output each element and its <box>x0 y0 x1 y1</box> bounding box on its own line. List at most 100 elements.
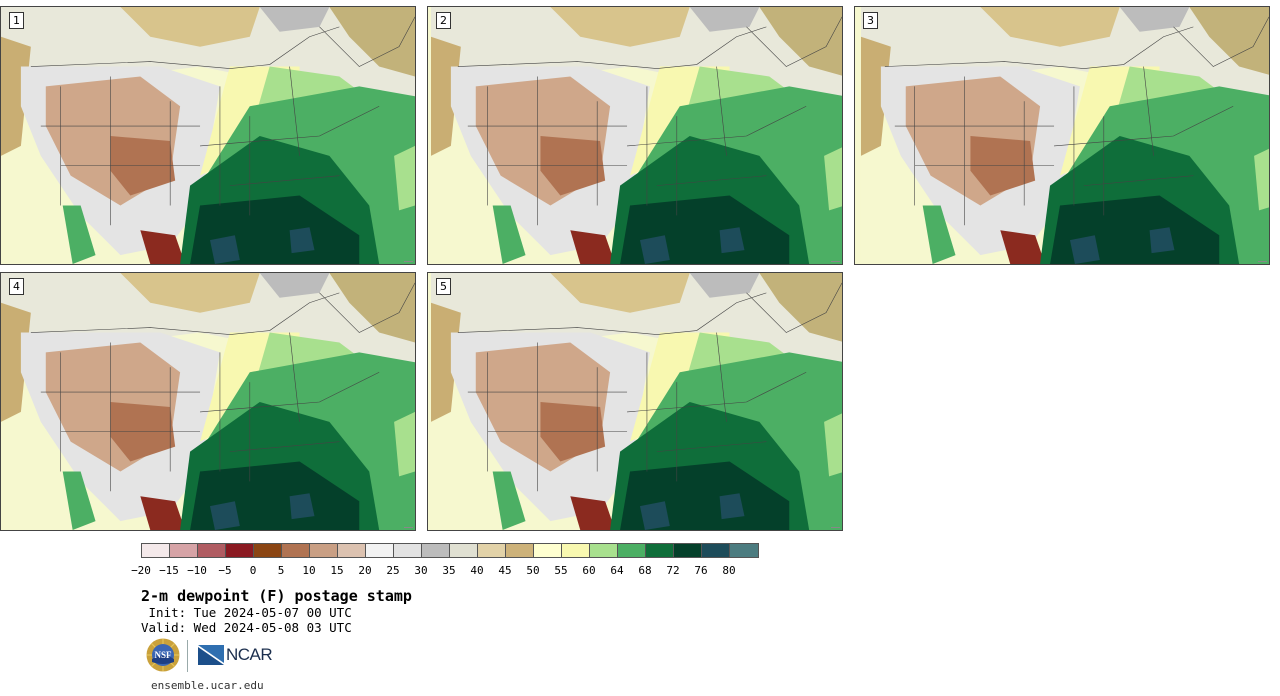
colorbar-tick-label: 35 <box>442 564 456 577</box>
dewpoint-region <box>570 496 616 530</box>
colorbar-swatch <box>422 544 450 557</box>
colorbar-swatch <box>226 544 254 557</box>
dewpoint-region <box>759 7 842 76</box>
boundary-line <box>884 26 1194 69</box>
dewpoint-region <box>289 227 315 254</box>
boundary-line <box>200 371 380 413</box>
colorbar-tick-label: −5 <box>218 564 232 577</box>
colorbar-tick-label: 40 <box>470 564 484 577</box>
colorbar-swatch <box>618 544 646 557</box>
scale-mark <box>831 527 840 528</box>
dewpoint-region <box>394 145 415 211</box>
dewpoint-map <box>430 273 842 530</box>
dewpoint-region <box>550 7 690 47</box>
dewpoint-region <box>140 230 186 264</box>
dewpoint-region <box>689 273 760 298</box>
colorbar-tick-label: 30 <box>414 564 428 577</box>
dewpoint-region <box>120 273 260 313</box>
colorbar-swatch <box>142 544 170 557</box>
colorbar-tick-label: 60 <box>582 564 596 577</box>
boundary-line <box>30 26 340 69</box>
boundary-line <box>229 441 340 452</box>
dewpoint-region <box>570 230 616 264</box>
dewpoint-region <box>209 501 240 530</box>
map-panel-4: 4 <box>0 272 416 531</box>
boundary-line <box>457 26 767 69</box>
dewpoint-region <box>980 7 1120 47</box>
colorbar-tick-label: 0 <box>249 564 257 577</box>
nsf-logo: NSF <box>146 638 180 672</box>
colorbar-swatch <box>310 544 338 557</box>
ensemble-member-label: 1 <box>9 12 24 29</box>
colorbar-tick-label: 76 <box>694 564 708 577</box>
dewpoint-region <box>209 235 240 264</box>
dewpoint-region <box>289 493 315 520</box>
boundary-line <box>30 292 340 335</box>
ncar-logo-text: NCAR <box>226 645 273 664</box>
ncar-mark-icon <box>198 645 224 665</box>
website-link[interactable]: ensemble.ucar.edu <box>151 679 264 692</box>
dewpoint-map <box>1 7 415 264</box>
dewpoint-region <box>1189 7 1269 75</box>
boundary-line <box>627 371 807 413</box>
boundary-line <box>716 66 727 156</box>
boundary-line <box>746 282 842 333</box>
dewpoint-region <box>719 227 745 254</box>
dewpoint-map <box>1 273 415 530</box>
scale-mark <box>1258 261 1267 262</box>
boundary-line <box>1054 105 1234 147</box>
dewpoint-region <box>1254 148 1269 211</box>
colorbar-tick-label: 72 <box>666 564 680 577</box>
boundary-line <box>656 441 767 452</box>
colorbar-swatch <box>198 544 226 557</box>
map-panel-5: 5 <box>427 272 843 531</box>
dewpoint-region <box>492 205 526 264</box>
colorbar-swatch <box>478 544 506 557</box>
scale-mark <box>831 261 840 262</box>
ncar-logo: NCAR <box>198 644 273 666</box>
colorbar-tick-label: −10 <box>187 564 207 577</box>
colorbar-swatch <box>534 544 562 557</box>
colorbar-swatch <box>506 544 534 557</box>
colorbar-tick-label: 15 <box>330 564 344 577</box>
dewpoint-region <box>259 7 330 32</box>
dewpoint-region <box>759 273 842 342</box>
colorbar-tick-label: −20 <box>131 564 151 577</box>
dewpoint-region <box>329 7 415 77</box>
colorbar-swatch <box>394 544 422 557</box>
dewpoint-region <box>120 7 260 47</box>
ensemble-member-label: 5 <box>436 278 451 295</box>
boundary-line <box>1143 66 1154 156</box>
dewpoint-region <box>430 155 491 264</box>
colorbar-swatch <box>366 544 394 557</box>
nsf-logo-text: NSF <box>154 650 172 660</box>
colorbar-tick-label: 20 <box>358 564 372 577</box>
dewpoint-region <box>1069 235 1100 264</box>
colorbar <box>141 543 759 558</box>
dewpoint-region <box>689 7 760 32</box>
dewpoint-region <box>1 155 61 264</box>
boundary-line <box>1083 175 1194 186</box>
dewpoint-region <box>492 471 526 530</box>
colorbar-tick-label: 5 <box>277 564 285 577</box>
dewpoint-region <box>824 147 842 211</box>
scale-mark <box>404 261 413 262</box>
dewpoint-region <box>719 493 745 520</box>
colorbar-tick-label: 55 <box>554 564 568 577</box>
boundary-line <box>716 332 727 422</box>
ensemble-member-label: 2 <box>436 12 451 29</box>
dewpoint-region <box>140 496 186 530</box>
colorbar-swatch <box>674 544 702 557</box>
boundary-line <box>289 332 300 422</box>
dewpoint-region <box>62 471 96 530</box>
colorbar-tick-labels: −20 −15 −10 −5 0 5 10 15 20 25 30 35 40 45 50 55 60 64 68 7… <box>0 564 800 578</box>
dewpoint-region <box>62 205 96 264</box>
logo-divider <box>187 640 188 672</box>
colorbar-tick-label: 80 <box>722 564 736 577</box>
boundary-line <box>746 16 842 67</box>
dewpoint-region <box>860 155 921 264</box>
boundary-line <box>229 175 340 186</box>
dewpoint-map <box>430 7 842 264</box>
boundary-line <box>1173 16 1269 67</box>
colorbar-tick-label: 10 <box>302 564 316 577</box>
